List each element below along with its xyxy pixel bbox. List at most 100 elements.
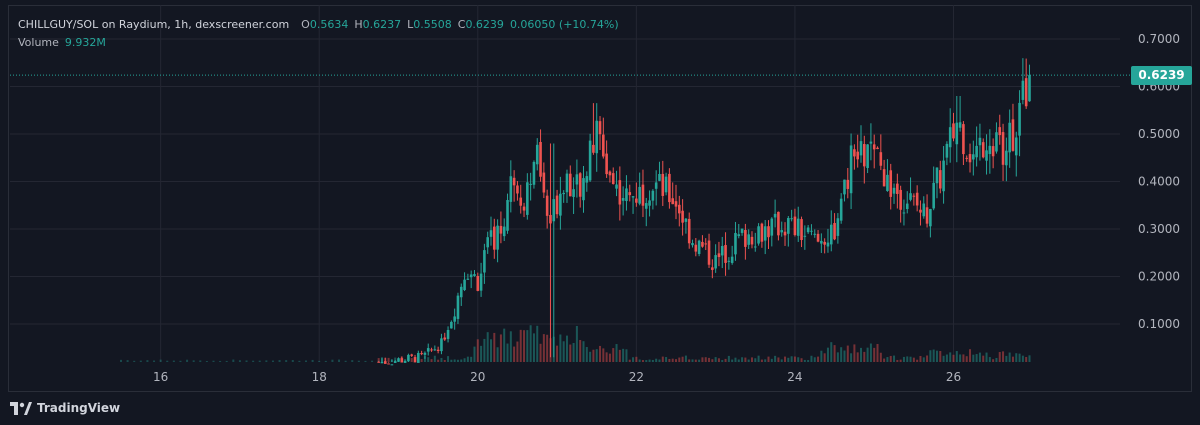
candle-body (658, 173, 661, 181)
volume-bar (622, 348, 625, 362)
volume-bar (410, 358, 413, 362)
tradingview-logo[interactable]: TradingView (10, 401, 120, 415)
candle-body (836, 218, 840, 236)
candle-body (578, 173, 582, 197)
candle-body (882, 169, 886, 187)
open-value: 0.5634 (309, 18, 349, 31)
candle-body (889, 170, 893, 197)
volume-bar (608, 353, 611, 362)
volume-bar (572, 342, 575, 362)
volume-bar (869, 343, 872, 362)
volume-bar (605, 352, 608, 362)
volume-bar (460, 359, 463, 362)
volume-bar (879, 352, 882, 362)
volume-bar (922, 357, 925, 362)
volume-bar (899, 359, 902, 362)
volume-bar (466, 356, 469, 362)
volume-bar (556, 345, 559, 362)
candle-body (892, 187, 896, 194)
x-tick-label: 18 (312, 370, 327, 384)
candle-body (876, 147, 879, 150)
candle-body (991, 146, 995, 157)
candle-body (635, 198, 638, 203)
volume-bar (199, 360, 202, 362)
candle-body (711, 267, 714, 270)
volume-bar (711, 359, 714, 362)
volume-bar (978, 352, 981, 362)
candle-body (869, 141, 873, 144)
volume-bar (784, 356, 787, 362)
volume-bar (298, 360, 301, 362)
candle-body (387, 363, 390, 365)
volume-bar (351, 360, 354, 362)
volume-bar (559, 334, 562, 362)
candle-body (545, 195, 549, 216)
candle-body (519, 197, 523, 206)
candle-body (833, 223, 836, 240)
volume-bar (965, 356, 968, 362)
volume-bar (179, 360, 182, 362)
volume-bar (192, 360, 195, 362)
candle-body (499, 225, 503, 234)
candle-body (856, 151, 859, 160)
volume-bar (496, 347, 499, 362)
candle-body (872, 144, 876, 150)
candle-body (787, 218, 790, 234)
candle-body (905, 203, 909, 210)
volume-bar (767, 356, 770, 362)
candle-body (773, 213, 777, 218)
volume-bar (509, 331, 512, 362)
volume-bar (757, 355, 760, 362)
volume-bar (793, 356, 796, 362)
volume-bar (357, 360, 360, 362)
candle-body (509, 176, 513, 202)
candle-body (780, 230, 784, 233)
candle-body (720, 246, 724, 256)
high-value: 0.6237 (362, 18, 402, 31)
volume-bar (146, 360, 149, 362)
volume-bar (912, 357, 915, 362)
volume-bar (258, 360, 261, 362)
candle-body (995, 132, 998, 152)
volume-bar (166, 360, 169, 362)
candle-body (671, 198, 674, 205)
volume-bar (820, 350, 823, 362)
x-tick-label: 26 (946, 370, 961, 384)
volume-bar (929, 350, 932, 362)
candle-body (552, 199, 556, 222)
candle-body (621, 198, 625, 201)
candle-body (839, 198, 843, 221)
candle-body (919, 209, 922, 213)
volume-bar (698, 359, 701, 362)
candle-body (549, 214, 552, 224)
volume-bar (945, 354, 948, 362)
volume-bar (704, 357, 707, 362)
candle-body (932, 182, 935, 209)
volume-bar (665, 357, 668, 362)
volume-bar (1011, 356, 1014, 362)
y-tick-label: 0.5000 (1138, 127, 1180, 141)
candle-body (393, 361, 397, 363)
candle-body (724, 245, 727, 263)
volume-bar (813, 357, 816, 362)
volume-bar (850, 353, 853, 362)
volume-bar (450, 359, 453, 362)
candle-body (734, 232, 737, 255)
volume-bar (536, 325, 539, 362)
volume-bar (569, 344, 572, 362)
volume-bar (599, 345, 602, 362)
candle-body (737, 234, 741, 237)
chart-grid (10, 5, 1120, 362)
chart-legend: CHILLGUY/SOL on Raydium, 1h, dexscreener… (18, 16, 619, 52)
candle-body (998, 127, 1002, 136)
brand-label: TradingView (37, 401, 121, 415)
volume-bar (1008, 352, 1011, 362)
volume-bar (582, 341, 585, 362)
volume-bar (503, 328, 506, 362)
volume-bar (506, 343, 509, 362)
candle-body (915, 192, 919, 206)
candle-body (628, 192, 632, 196)
candle-body (806, 227, 810, 233)
x-tick-label: 24 (787, 370, 802, 384)
